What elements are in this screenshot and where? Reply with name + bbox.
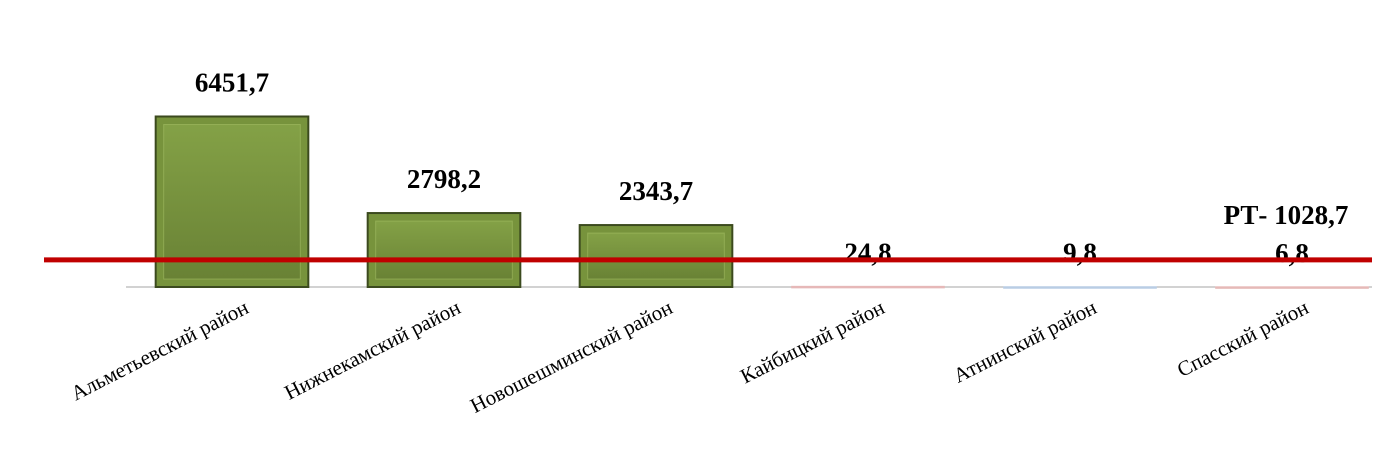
x-tick-label: Нижнекамский район: [281, 295, 465, 404]
value-label: 2798,2: [407, 164, 481, 194]
value-label: 6,8: [1275, 238, 1309, 268]
x-tick-label: Новошешминский район: [466, 295, 676, 418]
bar: [1215, 286, 1369, 289]
x-tick-label: Атнинский район: [949, 295, 1100, 388]
value-label: 9,8: [1063, 238, 1097, 268]
bar: [1003, 286, 1157, 289]
value-label: 2343,7: [619, 176, 693, 206]
bar-bevel: [375, 220, 513, 280]
x-tick-label: Кайбицкий район: [736, 295, 888, 388]
x-tick-label: Спасский район: [1173, 295, 1312, 382]
value-label: 24,8: [844, 237, 891, 267]
bar: [791, 285, 945, 289]
bar-bevel: [587, 232, 725, 280]
value-label: 6451,7: [195, 67, 269, 97]
bar-bevel: [163, 123, 301, 280]
x-tick-label: Альметьевский район: [67, 295, 252, 405]
reference-label: РТ- 1028,7: [1224, 200, 1349, 230]
